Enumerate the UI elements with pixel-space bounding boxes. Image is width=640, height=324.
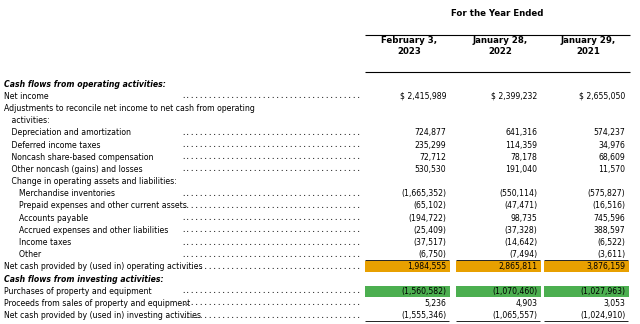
Text: (25,409): (25,409) bbox=[413, 226, 447, 235]
Text: ........................................: ........................................ bbox=[182, 252, 362, 258]
Text: (6,522): (6,522) bbox=[597, 238, 625, 247]
Text: 2,865,811: 2,865,811 bbox=[498, 262, 537, 272]
Text: 72,712: 72,712 bbox=[420, 153, 447, 162]
Text: (1,024,910): (1,024,910) bbox=[580, 311, 625, 320]
Bar bbox=[456, 286, 541, 297]
Bar bbox=[365, 286, 451, 297]
Bar bbox=[365, 261, 451, 272]
Text: ........................................: ........................................ bbox=[182, 203, 362, 209]
Text: $ 2,655,050: $ 2,655,050 bbox=[579, 92, 625, 101]
Text: 574,237: 574,237 bbox=[593, 128, 625, 137]
Text: (1,070,460): (1,070,460) bbox=[492, 287, 537, 296]
Bar bbox=[544, 261, 629, 272]
Text: ........................................: ........................................ bbox=[182, 227, 362, 233]
Text: 530,530: 530,530 bbox=[415, 165, 447, 174]
Text: (1,065,557): (1,065,557) bbox=[492, 311, 537, 320]
Text: Other noncash (gains) and losses: Other noncash (gains) and losses bbox=[4, 165, 143, 174]
Text: January 29,
2021: January 29, 2021 bbox=[561, 36, 616, 56]
Text: ........................................: ........................................ bbox=[182, 154, 362, 160]
Text: January 28,
2022: January 28, 2022 bbox=[472, 36, 528, 56]
Text: For the Year Ended: For the Year Ended bbox=[451, 9, 543, 18]
Text: (6,750): (6,750) bbox=[419, 250, 447, 259]
Text: Net cash provided by (used in) investing activities: Net cash provided by (used in) investing… bbox=[4, 311, 201, 320]
Text: Depreciation and amortization: Depreciation and amortization bbox=[4, 128, 131, 137]
Text: Noncash share-based compensation: Noncash share-based compensation bbox=[4, 153, 154, 162]
Text: 191,040: 191,040 bbox=[505, 165, 537, 174]
Text: 641,316: 641,316 bbox=[505, 128, 537, 137]
Text: 11,570: 11,570 bbox=[598, 165, 625, 174]
Text: Income taxes: Income taxes bbox=[4, 238, 71, 247]
Text: (575,827): (575,827) bbox=[588, 189, 625, 198]
Text: February 3,
2023: February 3, 2023 bbox=[381, 36, 438, 56]
Text: Adjustments to reconcile net income to net cash from operating: Adjustments to reconcile net income to n… bbox=[4, 104, 255, 113]
Text: ........................................: ........................................ bbox=[182, 264, 362, 270]
Text: ........................................: ........................................ bbox=[182, 300, 362, 307]
Text: ........................................: ........................................ bbox=[182, 288, 362, 294]
Text: (16,516): (16,516) bbox=[592, 202, 625, 211]
Text: ........................................: ........................................ bbox=[182, 167, 362, 172]
Text: (37,328): (37,328) bbox=[504, 226, 537, 235]
Bar bbox=[456, 261, 541, 272]
Text: 78,178: 78,178 bbox=[510, 153, 537, 162]
Text: Cash flows from investing activities:: Cash flows from investing activities: bbox=[4, 274, 163, 284]
Text: Change in operating assets and liabilities:: Change in operating assets and liabiliti… bbox=[4, 177, 177, 186]
Text: (14,642): (14,642) bbox=[504, 238, 537, 247]
Text: Proceeds from sales of property and equipment: Proceeds from sales of property and equi… bbox=[4, 299, 190, 308]
Text: 235,299: 235,299 bbox=[415, 141, 447, 150]
Text: Net income: Net income bbox=[4, 92, 49, 101]
Text: 1,984,555: 1,984,555 bbox=[407, 262, 447, 272]
Text: 724,877: 724,877 bbox=[415, 128, 447, 137]
Text: 68,609: 68,609 bbox=[598, 153, 625, 162]
Text: ........................................: ........................................ bbox=[182, 130, 362, 136]
Text: Cash flows from operating activities:: Cash flows from operating activities: bbox=[4, 80, 166, 89]
Text: (1,555,346): (1,555,346) bbox=[401, 311, 447, 320]
Text: Merchandise inventories: Merchandise inventories bbox=[4, 189, 115, 198]
Text: 114,359: 114,359 bbox=[505, 141, 537, 150]
Text: (1,665,352): (1,665,352) bbox=[401, 189, 447, 198]
Text: (194,722): (194,722) bbox=[408, 214, 447, 223]
Text: $ 2,399,232: $ 2,399,232 bbox=[491, 92, 537, 101]
Text: ........................................: ........................................ bbox=[182, 239, 362, 246]
Text: Purchases of property and equipment: Purchases of property and equipment bbox=[4, 287, 152, 296]
Text: (65,102): (65,102) bbox=[413, 202, 447, 211]
Bar bbox=[544, 286, 629, 297]
Text: (1,027,963): (1,027,963) bbox=[580, 287, 625, 296]
Text: 98,735: 98,735 bbox=[510, 214, 537, 223]
Text: Accounts payable: Accounts payable bbox=[4, 214, 88, 223]
Text: (7,494): (7,494) bbox=[509, 250, 537, 259]
Text: Prepaid expenses and other current assets: Prepaid expenses and other current asset… bbox=[4, 202, 187, 211]
Text: ........................................: ........................................ bbox=[182, 215, 362, 221]
Text: (37,517): (37,517) bbox=[413, 238, 447, 247]
Text: 3,053: 3,053 bbox=[604, 299, 625, 308]
Text: activities:: activities: bbox=[4, 116, 49, 125]
Text: ........................................: ........................................ bbox=[182, 191, 362, 197]
Text: Accrued expenses and other liabilities: Accrued expenses and other liabilities bbox=[4, 226, 168, 235]
Text: 5,236: 5,236 bbox=[424, 299, 447, 308]
Text: 34,976: 34,976 bbox=[598, 141, 625, 150]
Text: 3,876,159: 3,876,159 bbox=[586, 262, 625, 272]
Text: ........................................: ........................................ bbox=[182, 93, 362, 99]
Text: ........................................: ........................................ bbox=[182, 313, 362, 318]
Text: Other: Other bbox=[4, 250, 41, 259]
Text: (47,471): (47,471) bbox=[504, 202, 537, 211]
Text: $ 2,415,989: $ 2,415,989 bbox=[400, 92, 447, 101]
Text: 4,903: 4,903 bbox=[515, 299, 537, 308]
Text: ........................................: ........................................ bbox=[182, 142, 362, 148]
Text: 388,597: 388,597 bbox=[594, 226, 625, 235]
Text: (550,114): (550,114) bbox=[499, 189, 537, 198]
Text: Net cash provided by (used in) operating activities: Net cash provided by (used in) operating… bbox=[4, 262, 202, 272]
Text: 745,596: 745,596 bbox=[593, 214, 625, 223]
Text: (1,560,582): (1,560,582) bbox=[401, 287, 447, 296]
Text: (3,611): (3,611) bbox=[597, 250, 625, 259]
Text: Deferred income taxes: Deferred income taxes bbox=[4, 141, 100, 150]
